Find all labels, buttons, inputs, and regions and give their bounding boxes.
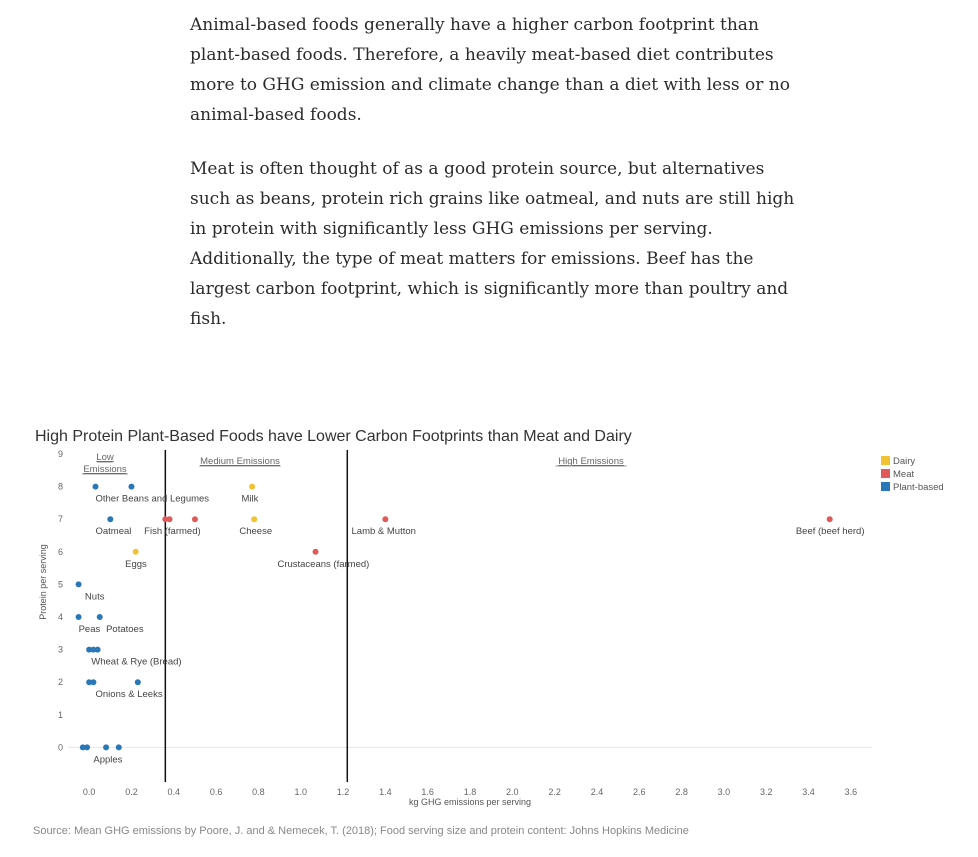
point-annotation: Cheese — [239, 526, 272, 537]
data-point-meat — [166, 516, 173, 523]
y-tick-label: 3 — [58, 645, 63, 655]
zone-label: Low — [96, 452, 114, 463]
legend-swatch — [881, 482, 890, 491]
data-point-dairy — [251, 516, 258, 523]
point-annotation: Apples — [93, 754, 122, 765]
x-tick-label: 0.0 — [83, 787, 96, 797]
data-point-plant-based — [94, 646, 101, 653]
data-point-meat — [312, 548, 319, 555]
x-tick-label: 2.0 — [506, 787, 519, 797]
article-paragraph-1: Animal-based foods generally have a high… — [190, 15, 791, 125]
y-tick-label: 0 — [58, 742, 63, 752]
legend-entry: Meat — [893, 469, 914, 480]
x-tick-label: 0.4 — [168, 787, 181, 797]
x-tick-label: 1.8 — [464, 787, 477, 797]
data-point-plant-based — [90, 679, 97, 686]
x-tick-label: 1.6 — [421, 787, 434, 797]
zone-label: High Emissions — [558, 456, 624, 467]
data-point-plant-based — [86, 679, 93, 686]
point-annotation: Oatmeal — [96, 526, 132, 537]
point-annotation: Beef (beef herd) — [796, 526, 865, 537]
legend-swatch — [881, 456, 890, 465]
data-point-meat — [382, 516, 389, 523]
point-annotation: Onions & Leeks — [96, 689, 163, 700]
y-tick-label: 2 — [58, 677, 63, 687]
point-annotation: Milk — [241, 494, 258, 505]
article-text: Animal-based foods generally have a high… — [190, 10, 800, 358]
point-annotation: Lamb & Mutton — [352, 526, 416, 537]
point-annotation: Fish (farmed) — [144, 526, 200, 537]
data-point-plant-based — [128, 483, 135, 490]
x-tick-label: 2.4 — [591, 787, 604, 797]
data-point-plant-based — [79, 744, 86, 751]
y-tick-label: 4 — [58, 612, 63, 622]
x-tick-label: 3.6 — [845, 787, 858, 797]
point-annotation: Crustaceans (farmed) — [277, 559, 369, 570]
data-point-plant-based — [92, 483, 99, 490]
point-annotation: Other Beans and Legumes — [96, 494, 210, 505]
x-tick-label: 3.4 — [802, 787, 815, 797]
point-annotation: Peas — [79, 624, 101, 635]
data-point-plant-based — [115, 744, 122, 751]
zone-label: Emissions — [83, 464, 127, 475]
data-point-plant-based — [86, 646, 93, 653]
x-tick-label: 2.8 — [675, 787, 688, 797]
data-point-plant-based — [75, 581, 82, 588]
x-tick-label: 2.6 — [633, 787, 646, 797]
data-point-plant-based — [75, 614, 82, 620]
data-point-plant-based — [107, 516, 114, 523]
data-point-plant-based — [90, 646, 97, 653]
chart-source: Source: Mean GHG emissions by Poore, J. … — [33, 825, 689, 837]
article-paragraph-2: Meat is often thought of as a good prote… — [190, 159, 795, 329]
x-axis-title: kg GHG emissions per serving — [409, 797, 531, 807]
data-point-plant-based — [84, 744, 91, 751]
x-tick-label: 2.2 — [548, 787, 561, 797]
y-tick-label: 1 — [58, 710, 63, 720]
x-tick-label: 3.0 — [718, 787, 731, 797]
x-tick-label: 1.0 — [294, 787, 307, 797]
x-tick-label: 0.2 — [125, 787, 138, 797]
y-tick-label: 6 — [58, 547, 63, 557]
x-tick-label: 3.2 — [760, 787, 773, 797]
data-point-meat — [191, 516, 198, 523]
x-tick-label: 1.4 — [379, 787, 392, 797]
data-point-dairy — [249, 483, 256, 490]
point-annotation: Eggs — [125, 559, 147, 570]
y-tick-label: 7 — [58, 514, 63, 524]
y-tick-label: 8 — [58, 482, 63, 492]
data-point-meat — [162, 516, 169, 523]
data-point-plant-based — [96, 614, 103, 620]
legend-entry: Dairy — [893, 456, 915, 467]
data-point-dairy — [132, 548, 139, 555]
legend-entry: Plant-based — [893, 482, 944, 493]
y-tick-label: 5 — [58, 579, 63, 589]
zone-label: Medium Emissions — [200, 456, 280, 467]
x-tick-label: 1.2 — [337, 787, 350, 797]
y-axis-title: Protein per serving — [38, 544, 48, 620]
y-tick-label: 9 — [58, 449, 63, 459]
point-annotation: Potatoes — [106, 624, 144, 635]
legend-swatch — [881, 469, 890, 478]
data-point-plant-based — [134, 679, 141, 686]
point-annotation: Nuts — [85, 591, 105, 602]
chart-title: High Protein Plant-Based Foods have Lowe… — [35, 428, 632, 445]
x-tick-label: 0.6 — [210, 787, 223, 797]
data-point-meat — [826, 516, 833, 523]
point-annotation: Wheat & Rye (Bread) — [91, 657, 181, 668]
x-tick-label: 0.8 — [252, 787, 265, 797]
data-point-plant-based — [103, 744, 110, 751]
